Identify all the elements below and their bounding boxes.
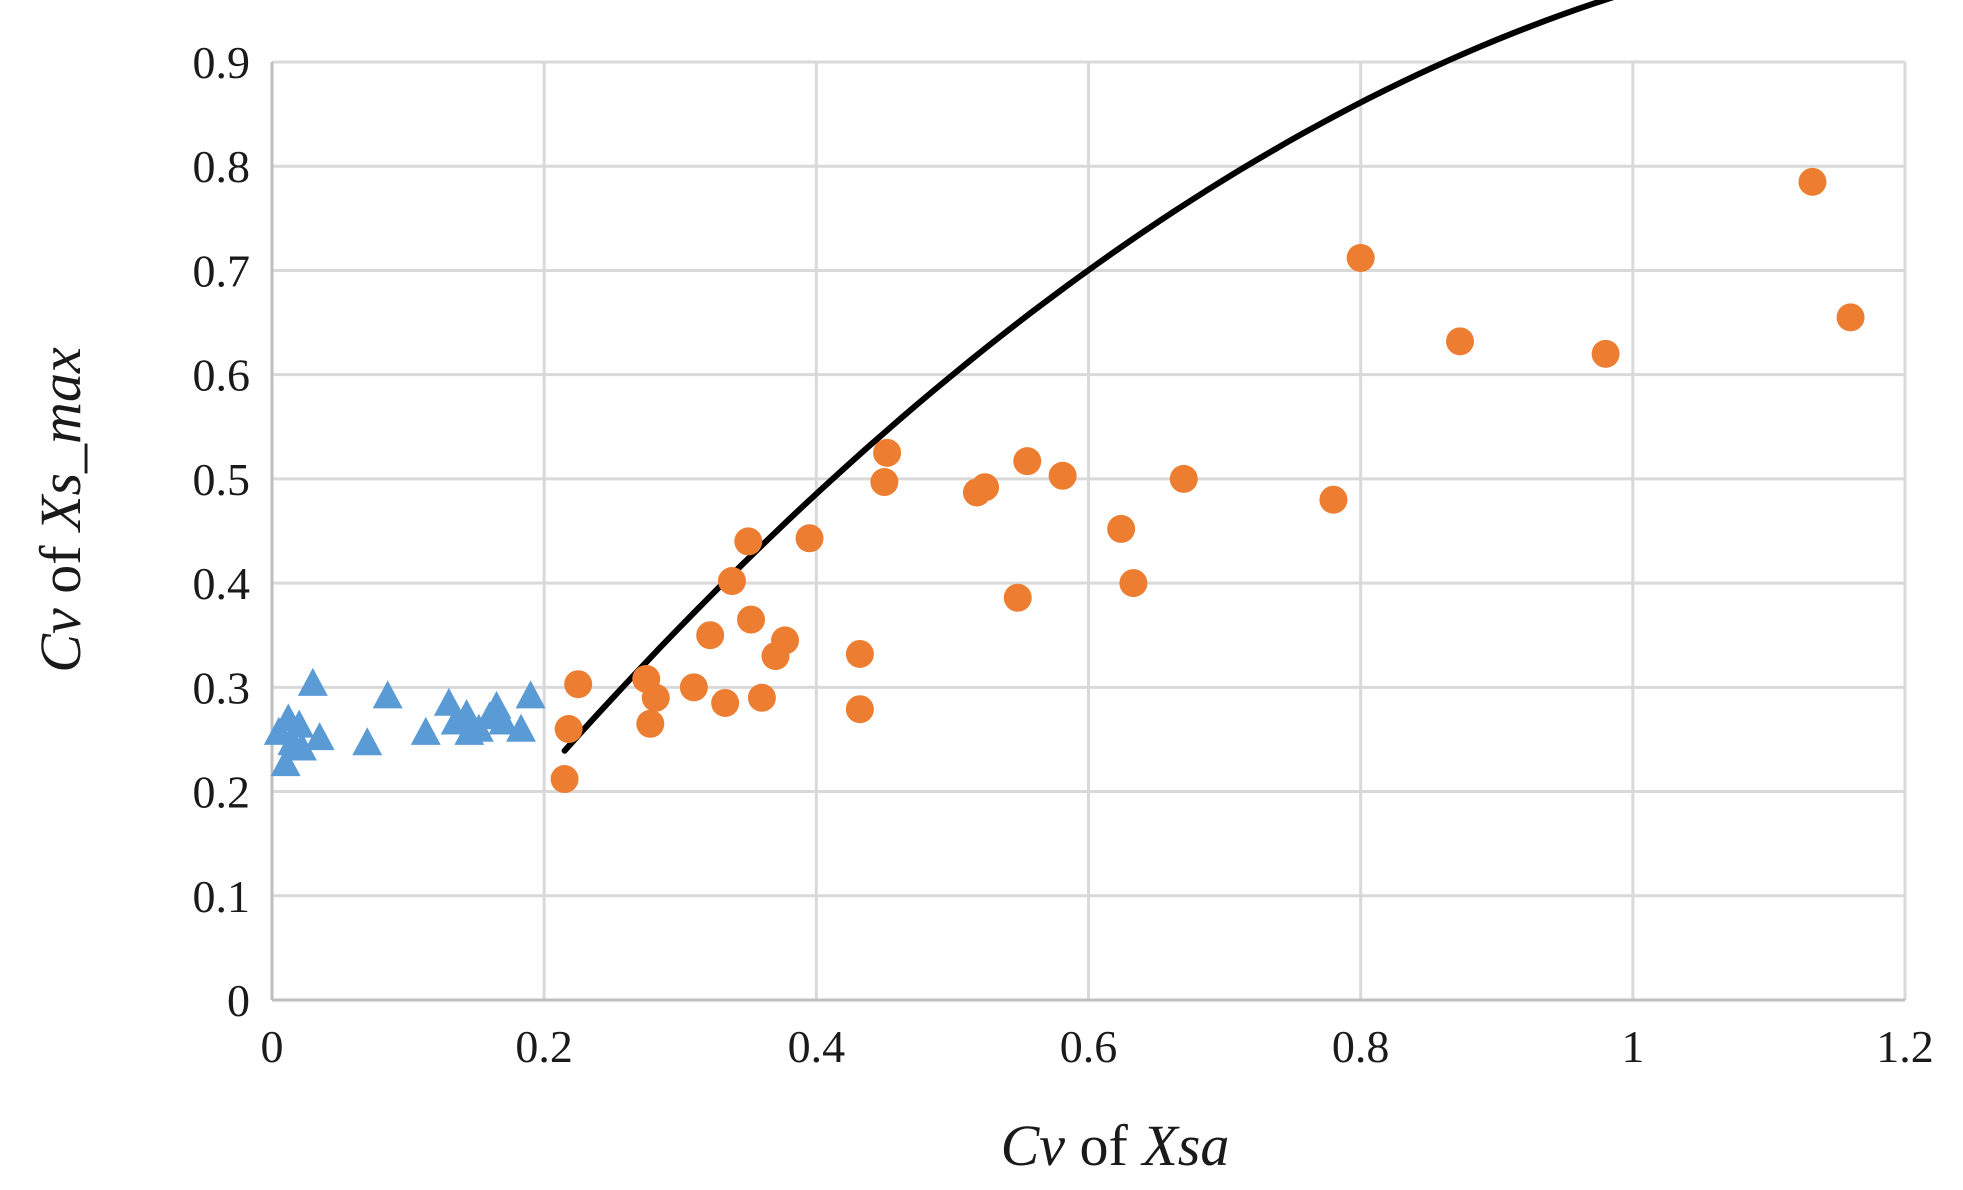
circle-point [679, 673, 708, 702]
circle-point [1003, 583, 1032, 612]
circle-point [1446, 327, 1475, 356]
triangle-point [488, 706, 519, 735]
triangle-point [515, 680, 546, 709]
y-tick-label: 0.8 [193, 141, 251, 192]
x-tick-label: 0 [261, 1021, 284, 1072]
y-tick-label: 0.2 [193, 767, 251, 818]
y-tick-label: 0.7 [193, 245, 251, 296]
x-tick-labels: 0 0.2 0.4 0.6 0.8 1 1.2 [261, 1021, 1934, 1072]
x-axis-title-prefix: Cv [1001, 1113, 1066, 1178]
triangle-point [352, 727, 383, 756]
y-axis-title-prefix: Cv [28, 608, 93, 673]
circle-point [1319, 485, 1348, 514]
trendline-group [561, 0, 1615, 754]
circle-point [845, 695, 874, 724]
circle-point [636, 709, 665, 738]
data-points [263, 167, 1865, 794]
triangle-point [451, 699, 482, 728]
circle-point [696, 621, 725, 650]
circle-point [550, 765, 579, 794]
circle-point [737, 605, 766, 634]
circle-point [771, 626, 800, 655]
triangle-point [284, 709, 315, 738]
circle-point [873, 438, 902, 467]
y-tick-label: 0.4 [193, 558, 251, 609]
circle-point [1346, 243, 1375, 272]
circle-point [734, 527, 763, 556]
triangle-point [372, 680, 403, 709]
circle-point [564, 670, 593, 699]
circle-point [641, 683, 670, 712]
circle-point [1169, 464, 1198, 493]
triangle-point [433, 687, 464, 716]
triangle-point [270, 748, 301, 777]
x-axis-title-suffix: Xsa [1140, 1113, 1229, 1178]
circle-point [1013, 447, 1042, 476]
triangle-point [297, 667, 328, 696]
circle-point [717, 567, 746, 596]
circle-point [870, 468, 899, 497]
circle-point [1836, 303, 1865, 332]
circle-point [711, 688, 740, 717]
y-axis-title-suffix: Xs_max [28, 347, 93, 533]
triangle-point [506, 713, 537, 742]
circle-point [971, 473, 1000, 502]
y-axis-title-middle: of [28, 531, 93, 608]
trendline [561, 0, 1615, 754]
circle-point [747, 683, 776, 712]
circle-point [1048, 461, 1077, 490]
x-axis-title: Cv of Xsa [1001, 1113, 1230, 1178]
y-axis-title: Cv of Xs_max [28, 347, 93, 673]
x-axis-title-middle: of [1065, 1113, 1142, 1178]
x-tick-label: 0.8 [1332, 1021, 1390, 1072]
y-tick-label: 0.9 [193, 37, 251, 88]
x-tick-label: 0.4 [788, 1021, 846, 1072]
x-tick-label: 0.2 [515, 1021, 573, 1072]
circle-point [554, 715, 583, 744]
y-tick-label: 0.3 [193, 662, 251, 713]
circle-point [1119, 569, 1148, 598]
y-tick-label: 0.5 [193, 454, 251, 505]
triangle-point [304, 722, 335, 751]
x-tick-label: 1 [1621, 1021, 1644, 1072]
triangle-point [286, 732, 317, 761]
y-tick-label: 0.1 [193, 871, 251, 922]
x-tick-label: 1.2 [1876, 1021, 1934, 1072]
circle-point [795, 524, 824, 553]
grid-lines [272, 60, 1907, 1000]
circle-point [845, 639, 874, 668]
y-tick-label: 0 [227, 975, 250, 1026]
circle-point [1798, 167, 1827, 196]
axes [270, 62, 1905, 1002]
circle-point [1107, 514, 1136, 543]
triangle-point [410, 716, 441, 745]
circle-point [1591, 339, 1620, 368]
y-tick-label: 0.6 [193, 350, 251, 401]
y-tick-labels: 0 0.1 0.2 0.3 0.4 0.5 0.6 0.7 0.8 0.9 [193, 37, 251, 1026]
x-tick-label: 0.6 [1060, 1021, 1118, 1072]
